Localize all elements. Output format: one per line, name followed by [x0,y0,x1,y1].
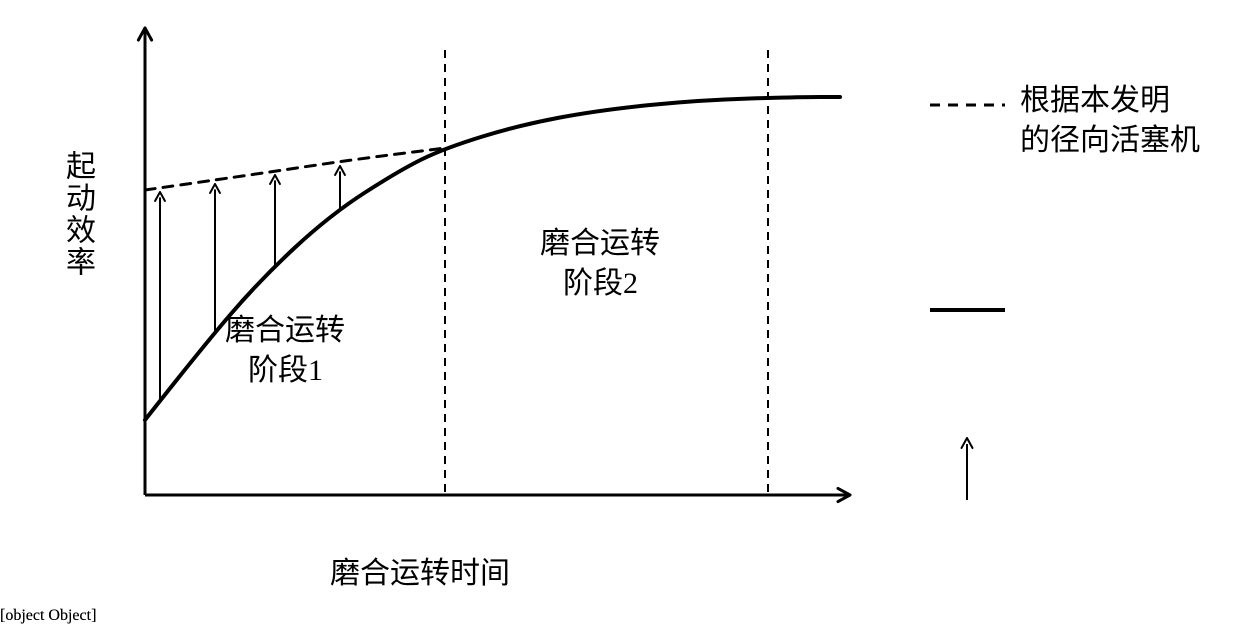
legend-dashed-text-line1: 根据本发明 [1020,75,1170,119]
legend-dashed-text-line2: 的径向活塞机 [1020,115,1200,159]
y-axis-label: 起动效率 [55,150,99,278]
phase2-label-line2: 阶段2 [563,258,638,302]
legend-arrow-text: [object Object] [0,607,96,625]
phase1-label-line1: 磨合运转 [225,305,345,349]
x-axis-label: 磨合运转时间 [330,548,510,592]
phase2-label-line1: 磨合运转 [540,218,660,262]
phase1-label-line2: 阶段1 [248,345,323,389]
